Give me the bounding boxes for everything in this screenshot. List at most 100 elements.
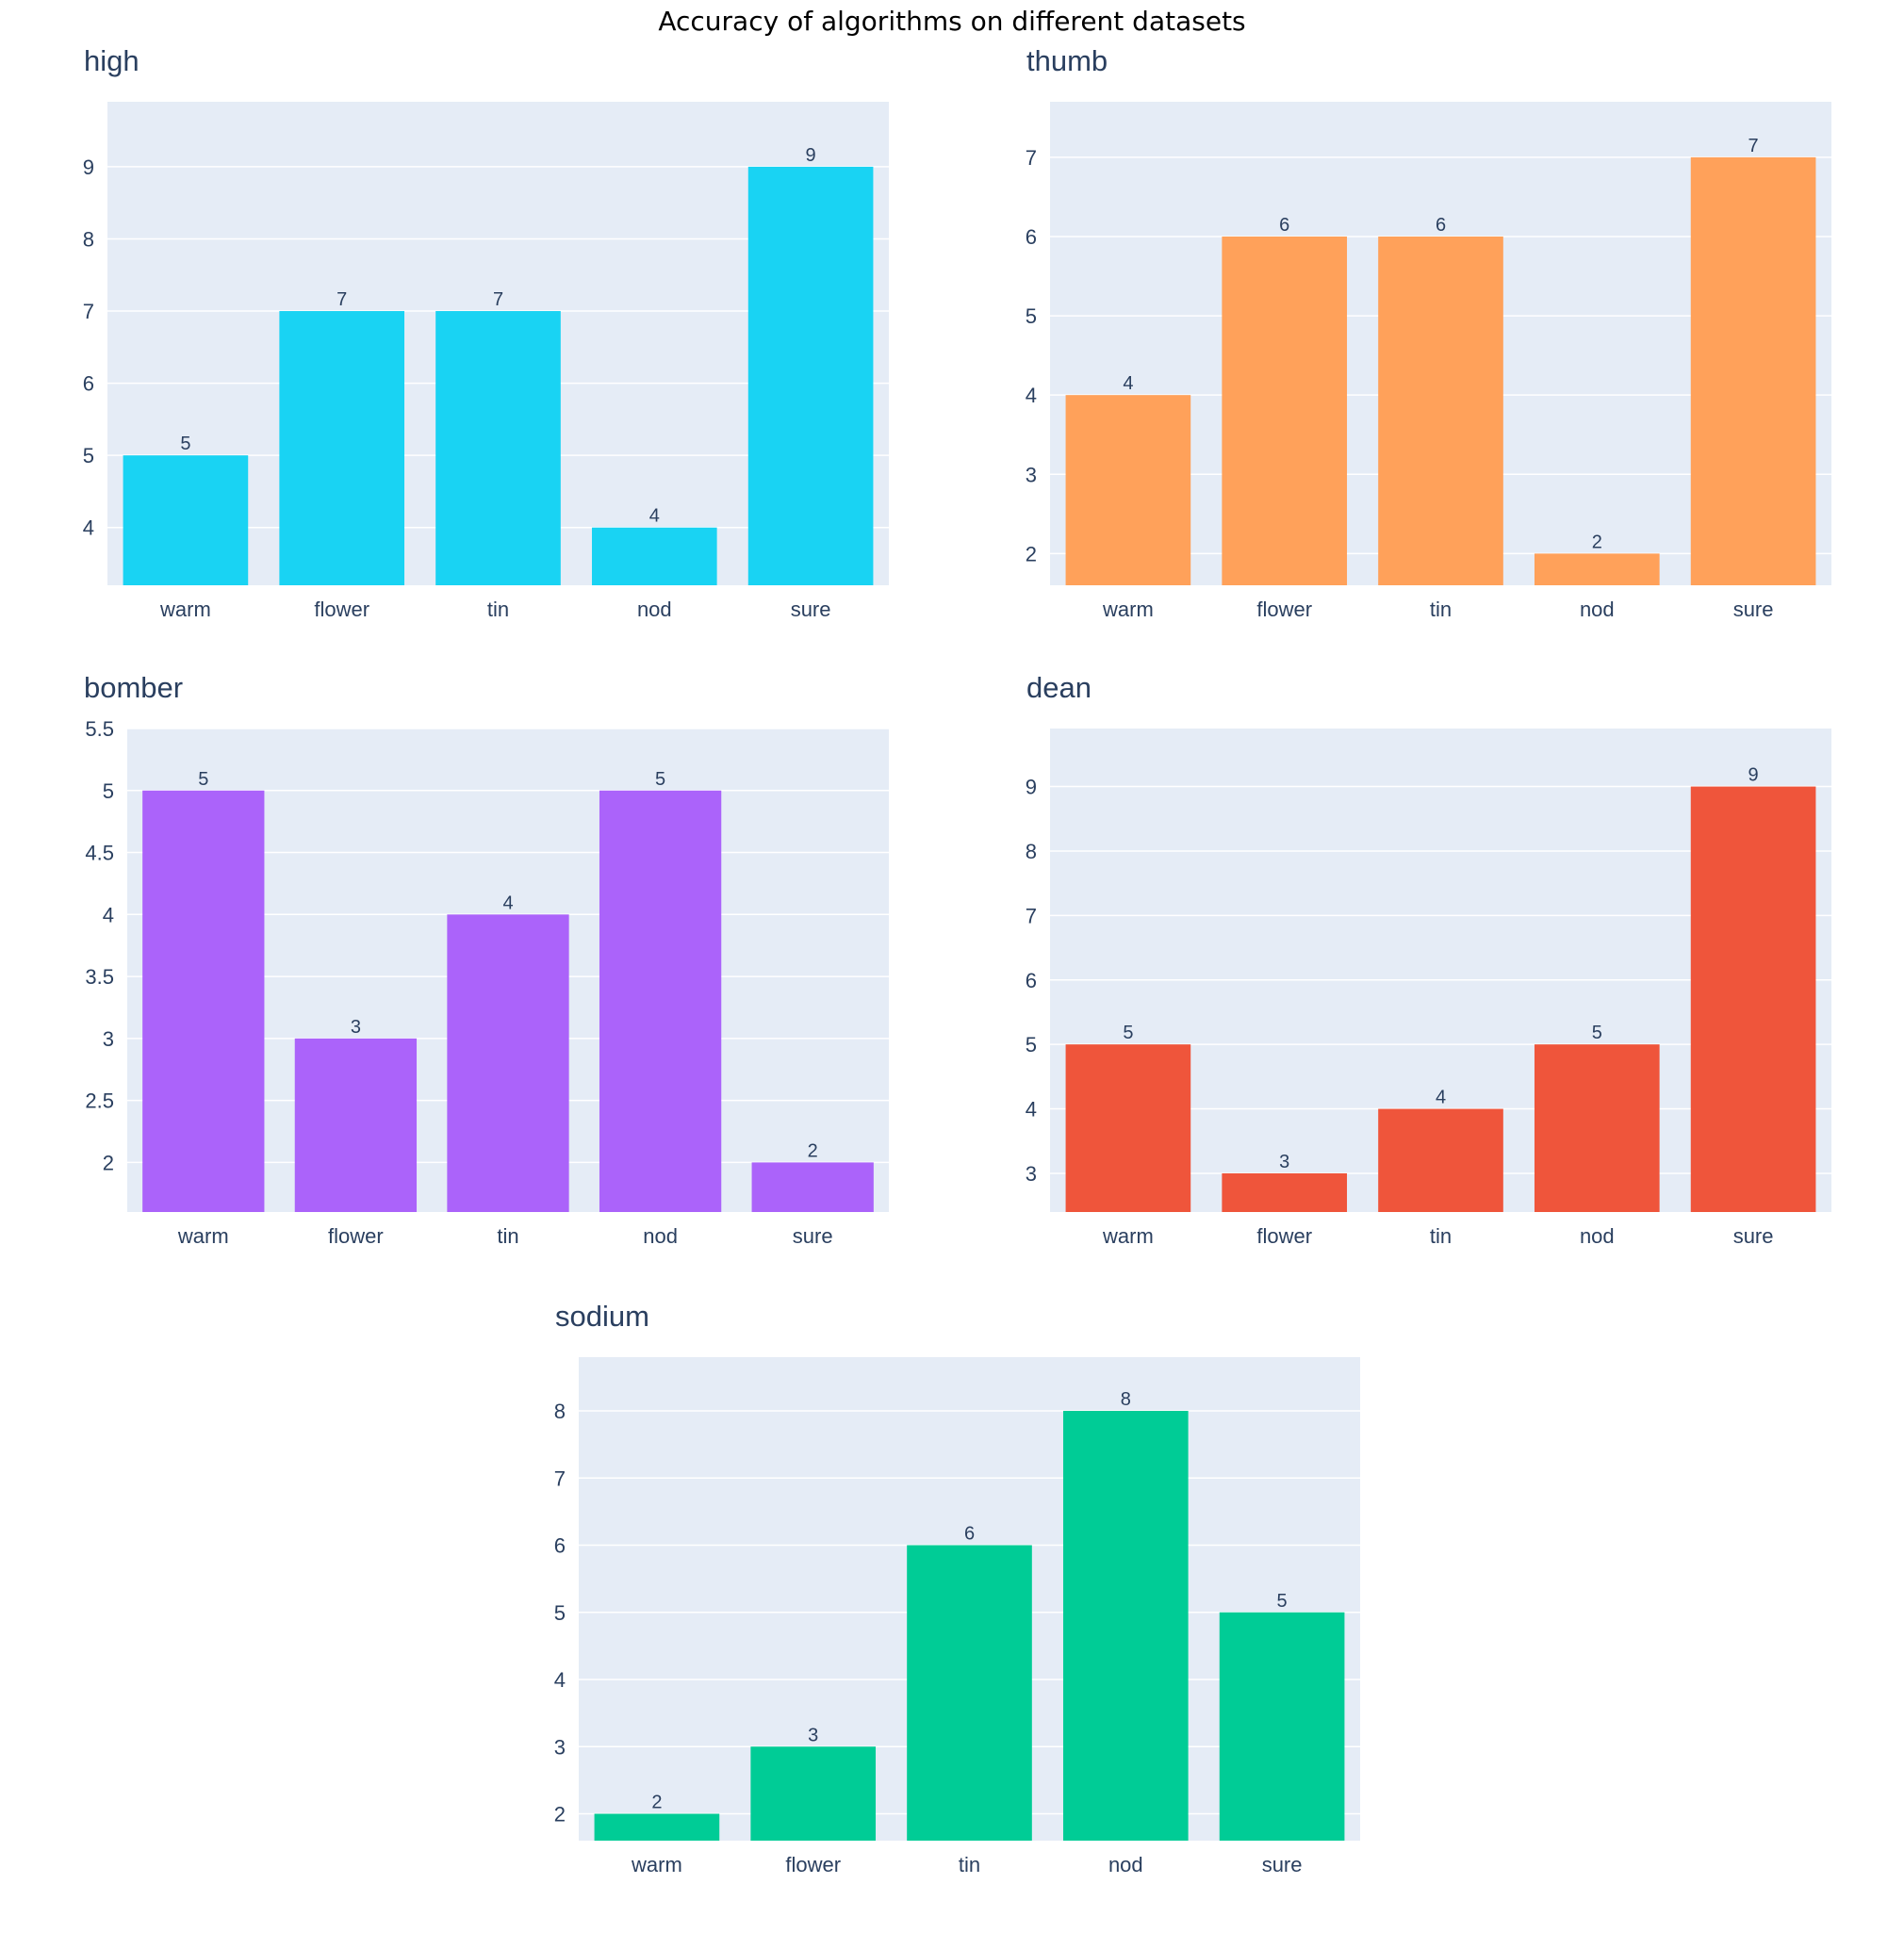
y-tick-label: 7: [1026, 904, 1037, 927]
data-label: 5: [180, 434, 190, 454]
data-label: 6: [1436, 215, 1446, 236]
y-tick-label: 8: [554, 1400, 566, 1423]
y-tick-label: 8: [83, 227, 94, 251]
y-tick-label: 4: [1026, 1098, 1037, 1122]
bar-tin: [907, 1545, 1032, 1841]
subplot-title: high: [84, 44, 140, 77]
subplot-title: bomber: [84, 671, 183, 704]
data-label: 6: [1279, 215, 1289, 236]
bar-flower: [1222, 236, 1348, 585]
x-tick-label: tin: [1430, 598, 1452, 621]
data-label: 4: [1123, 373, 1133, 394]
y-tick-label: 3: [1026, 1162, 1037, 1186]
x-tick-label: nod: [637, 598, 672, 621]
data-label: 9: [806, 145, 816, 166]
y-tick-label: 2: [103, 1151, 114, 1174]
subplot-bomber: bomber 2 2.5 3 3.5 4 4.5 5 5.5 5 warm 3 flower 4 tin 5 n…: [84, 671, 889, 1248]
y-tick-label: 9: [1026, 776, 1037, 799]
bar-warm: [594, 1813, 720, 1841]
bar-nod: [591, 527, 717, 585]
subplot-thumb: thumb 2 3 4 5 6 7 4 warm 6 flower 6 tin 2 nod 7 sure: [1026, 44, 1831, 621]
y-tick-label: 5: [103, 779, 114, 803]
bar-warm: [1065, 1044, 1191, 1212]
y-tick-label: 6: [1026, 225, 1037, 249]
y-tick-label: 5: [554, 1601, 566, 1625]
x-tick-label: nod: [643, 1224, 678, 1248]
y-tick-label: 6: [554, 1534, 566, 1558]
bar-flower: [1222, 1172, 1348, 1212]
y-tick-label: 3: [554, 1735, 566, 1759]
y-tick-label: 7: [1026, 146, 1037, 170]
bar-flower: [294, 1038, 418, 1212]
data-label: 4: [502, 893, 513, 913]
subplot-dean: dean 3 4 5 6 7 8 9 5 warm 3 flower 4 tin 5 nod 9 sure: [1026, 671, 1831, 1248]
bar-flower: [750, 1746, 877, 1841]
x-tick-label: tin: [959, 1853, 980, 1876]
bar-warm: [1065, 395, 1191, 585]
x-tick-label: warm: [177, 1224, 229, 1248]
subplot-high: high 4 5 6 7 8 9 5 warm 7 flower 7 tin 4 nod 9 sure: [83, 44, 889, 621]
y-tick-label: 5: [83, 444, 94, 467]
x-tick-label: flower: [314, 598, 369, 621]
x-tick-label: sure: [793, 1224, 833, 1248]
data-label: 3: [351, 1017, 361, 1038]
subplot-title: thumb: [1026, 44, 1108, 77]
y-tick-label: 4: [83, 516, 94, 540]
bar-warm: [123, 455, 249, 585]
y-tick-label: 4.5: [85, 842, 114, 865]
figure-title: Accuracy of algorithms on different data…: [658, 6, 1245, 37]
y-tick-label: 2: [1026, 542, 1037, 565]
bar-tin: [1378, 236, 1503, 585]
data-label: 5: [1277, 1591, 1288, 1612]
bar-sure: [751, 1162, 874, 1212]
y-tick-label: 7: [83, 300, 94, 323]
bar-sure: [1690, 786, 1816, 1212]
y-tick-label: 9: [83, 156, 94, 179]
y-tick-label: 4: [554, 1668, 566, 1692]
x-tick-label: nod: [1108, 1853, 1143, 1876]
data-label: 4: [1436, 1088, 1446, 1108]
data-label: 2: [651, 1793, 662, 1813]
x-tick-label: sure: [791, 598, 831, 621]
x-tick-label: tin: [487, 598, 509, 621]
x-tick-label: warm: [1102, 598, 1154, 621]
subplot-title: sodium: [555, 1300, 649, 1333]
x-tick-label: sure: [1733, 1224, 1774, 1248]
y-tick-label: 7: [554, 1466, 566, 1490]
y-tick-label: 8: [1026, 840, 1037, 863]
bar-nod: [1534, 553, 1660, 585]
x-tick-label: flower: [328, 1224, 384, 1248]
x-tick-label: warm: [159, 598, 211, 621]
x-tick-label: tin: [1430, 1224, 1452, 1248]
y-tick-label: 6: [1026, 969, 1037, 992]
x-tick-label: nod: [1580, 1224, 1615, 1248]
x-tick-label: nod: [1580, 598, 1615, 621]
y-tick-label: 5: [1026, 1033, 1037, 1057]
data-label: 5: [1123, 1023, 1133, 1043]
data-label: 7: [1748, 136, 1759, 156]
data-label: 5: [198, 769, 208, 790]
y-tick-label: 3.5: [85, 965, 114, 989]
y-tick-label: 4: [103, 903, 114, 926]
bar-flower: [279, 311, 405, 585]
bar-sure: [1690, 156, 1816, 586]
y-tick-label: 5.5: [85, 717, 114, 741]
bar-nod: [1534, 1044, 1660, 1212]
x-tick-label: flower: [1256, 1224, 1312, 1248]
x-tick-label: warm: [631, 1853, 682, 1876]
bar-tin: [447, 914, 569, 1212]
subplot-title: dean: [1026, 671, 1092, 704]
bar-nod: [1062, 1411, 1189, 1841]
data-label: 5: [1592, 1023, 1602, 1043]
data-label: 2: [1592, 532, 1602, 552]
y-tick-label: 2.5: [85, 1089, 114, 1113]
bar-nod: [599, 790, 722, 1212]
y-tick-label: 4: [1026, 384, 1037, 407]
y-tick-label: 5: [1026, 304, 1037, 328]
y-tick-label: 3: [103, 1027, 114, 1051]
x-tick-label: flower: [1256, 598, 1312, 621]
bar-tin: [435, 311, 561, 585]
x-tick-label: sure: [1733, 598, 1774, 621]
data-label: 3: [1279, 1152, 1289, 1172]
